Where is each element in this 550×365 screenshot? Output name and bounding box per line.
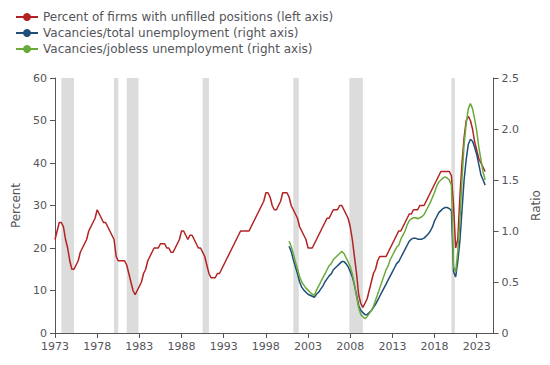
svg-text:1988: 1988 [168,340,196,353]
svg-text:Percent of firms with unfilled: Percent of firms with unfilled positions… [43,10,333,24]
svg-text:Vacancies/total unemployment (: Vacancies/total unemployment (right axis… [43,26,298,40]
svg-text:2008: 2008 [336,340,364,353]
svg-text:1.0: 1.0 [502,225,520,238]
svg-text:0.5: 0.5 [502,276,520,289]
svg-text:0: 0 [502,327,509,340]
svg-text:10: 10 [33,284,47,297]
svg-text:2013: 2013 [378,340,406,353]
svg-text:Vacancies/jobless unemployment: Vacancies/jobless unemployment (right ax… [43,42,312,56]
svg-text:2023: 2023 [463,340,491,353]
svg-text:2.0: 2.0 [502,123,520,136]
svg-text:2018: 2018 [421,340,449,353]
svg-text:1.5: 1.5 [502,174,520,187]
svg-text:2.5: 2.5 [502,72,520,85]
svg-text:1973: 1973 [41,340,69,353]
svg-text:20: 20 [33,242,47,255]
svg-text:1978: 1978 [83,340,111,353]
svg-text:1993: 1993 [210,340,238,353]
svg-text:30: 30 [33,199,47,212]
svg-text:1983: 1983 [125,340,153,353]
svg-text:60: 60 [33,72,47,85]
svg-text:2003: 2003 [294,340,322,353]
svg-text:0: 0 [40,327,47,340]
svg-text:50: 50 [33,114,47,127]
svg-text:Ratio: Ratio [529,190,543,221]
svg-text:40: 40 [33,157,47,170]
svg-text:1998: 1998 [252,340,280,353]
svg-text:Percent: Percent [9,183,23,228]
